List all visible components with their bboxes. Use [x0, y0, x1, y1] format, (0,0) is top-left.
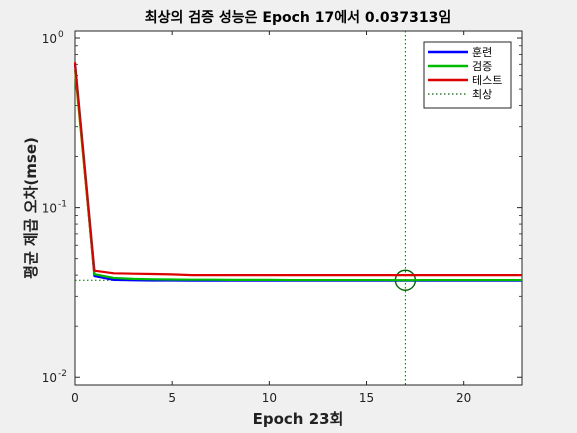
series-line-검증: [73, 69, 522, 282]
y-tick-base: 10: [42, 32, 57, 46]
chart-title: 최상의 검증 성능은 Epoch 17에서 0.037313임: [145, 9, 452, 26]
legend-label: 검증: [472, 60, 492, 73]
y-axis-label: 평균 제곱 오차(mse): [22, 137, 40, 279]
series-line-테스트: [73, 62, 522, 277]
y-tick-base: 10: [42, 202, 57, 216]
legend-label: 테스트: [472, 74, 502, 87]
y-tick-exponent: -1: [58, 200, 67, 210]
x-tick-label: 0: [71, 391, 79, 405]
y-tick-label: 10: [42, 371, 57, 385]
y-tick-exponent: 0: [58, 30, 64, 40]
x-tick-label: 10: [262, 391, 277, 405]
x-axis-label: Epoch 23회: [253, 410, 344, 428]
legend-label: 최상: [472, 88, 492, 101]
x-axis: 0 5 10 15 20: [71, 31, 471, 405]
y-tick-label: 10: [42, 202, 57, 216]
series-lines: [73, 62, 522, 282]
x-tick-label: 15: [359, 391, 374, 405]
legend-label: 훈련: [472, 46, 492, 59]
x-tick-label: 5: [168, 391, 176, 405]
y-tick-base: 10: [42, 371, 57, 385]
x-tick-label: 20: [456, 391, 471, 405]
y-tick-exponent: -2: [58, 369, 67, 379]
y-tick-label: 10: [42, 32, 57, 46]
